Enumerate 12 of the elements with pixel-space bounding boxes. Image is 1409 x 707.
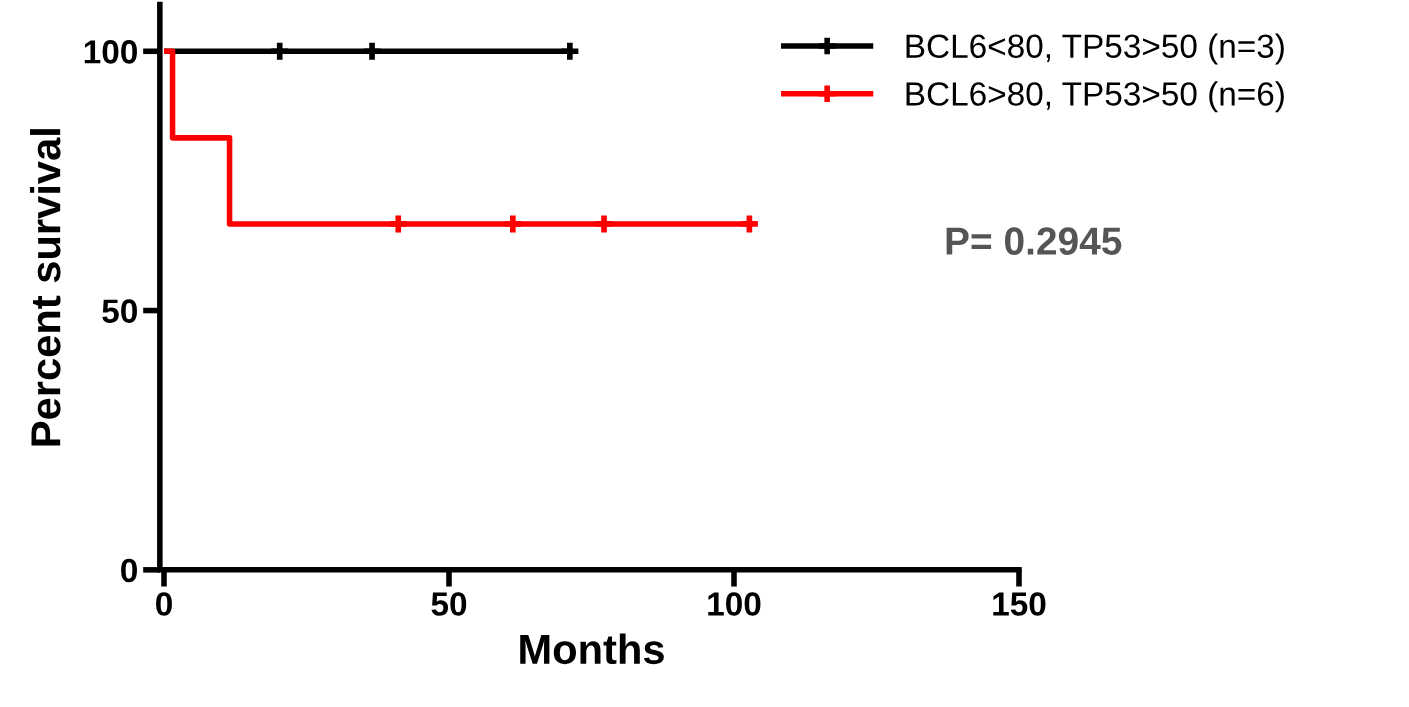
y-tick-label: 0 [121, 558, 137, 583]
x-tick-label: 50 [431, 592, 467, 616]
y-tick-label: 100 [84, 40, 137, 64]
annotation: P= 0.2945 [946, 227, 1122, 255]
x-tick-label: 0 [156, 592, 172, 616]
y-axis-title: Percent survival [29, 129, 61, 446]
x-axis-title: Months [520, 633, 664, 665]
legend-label: BCL6<80, TP53>50 (n=3) [906, 33, 1284, 65]
legend-label: BCL6>80, TP53>50 (n=6) [906, 81, 1284, 113]
x-tick-label: 100 [708, 592, 761, 616]
x-tick-label: 150 [993, 592, 1046, 616]
y-tick-label: 50 [102, 299, 137, 323]
